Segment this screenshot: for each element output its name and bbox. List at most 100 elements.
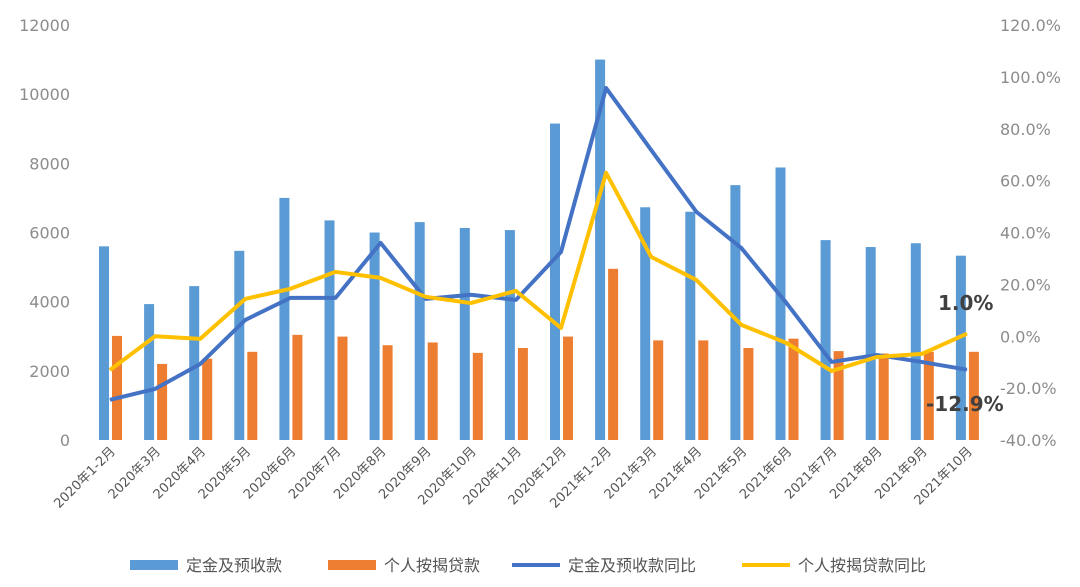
line-point — [695, 211, 697, 213]
right-tick-label: -20.0% — [1000, 379, 1057, 398]
bar-mortgage — [202, 358, 213, 440]
left-tick-label: 8000 — [29, 154, 70, 173]
legend-label: 定金及预收款 — [186, 556, 282, 575]
bar-mortgage — [472, 352, 483, 440]
bar-deposits — [595, 59, 606, 440]
bar-deposits — [955, 255, 966, 440]
left-tick-label: 0 — [60, 431, 70, 450]
bar-deposits — [550, 123, 560, 440]
bar-mortgage — [968, 351, 979, 440]
bar-mortgage — [427, 342, 438, 440]
bar-mortgage — [292, 334, 303, 440]
line-point — [515, 290, 517, 292]
line-point — [560, 327, 562, 329]
line-point — [425, 296, 427, 298]
right-tick-label: 120.0% — [1000, 16, 1061, 35]
line-point — [966, 369, 968, 371]
bar-mortgage — [157, 363, 168, 440]
bar-deposits — [504, 230, 515, 440]
bar-mortgage — [743, 348, 754, 440]
line-point — [695, 279, 697, 281]
right-tick-label: 0.0% — [1000, 327, 1041, 346]
legend-label: 个人按揭贷款同比 — [798, 556, 926, 575]
line-mortgage-yoy — [108, 170, 968, 374]
x-tick-label: 2020年1-2月 — [51, 444, 118, 511]
right-tick-label: 60.0% — [1000, 172, 1051, 191]
line-point — [831, 370, 833, 372]
data-label-mortgage-yoy: 1.0% — [938, 291, 993, 315]
line-point — [605, 87, 607, 89]
line-point — [921, 353, 923, 355]
right-tick-label: 100.0% — [1000, 68, 1061, 87]
line-point — [605, 172, 607, 174]
line-point — [380, 277, 382, 279]
right-tick-label: -40.0% — [1000, 431, 1057, 450]
bar-mortgage — [382, 345, 393, 440]
bar-deposits — [685, 211, 696, 440]
bar-mortgage — [833, 351, 844, 440]
line-point — [154, 335, 156, 337]
bar-deposits — [99, 246, 109, 440]
legend-label: 个人按揭贷款 — [384, 556, 480, 575]
bar-mortgage — [247, 351, 258, 440]
left-tick-label: 10000 — [19, 85, 70, 104]
line-point — [109, 369, 111, 371]
left-tick-label: 4000 — [29, 293, 70, 312]
bar-mortgage — [653, 340, 664, 440]
left-tick-label: 2000 — [29, 362, 70, 381]
bar-deposits — [775, 167, 786, 440]
bar-deposits — [324, 220, 335, 440]
line-point — [199, 363, 201, 365]
bar-deposits — [820, 240, 831, 440]
data-label-deposits-yoy: -12.9% — [926, 392, 1004, 416]
legend-swatch — [130, 560, 178, 570]
line-point — [244, 319, 246, 321]
legend-swatch — [328, 560, 376, 570]
bar-deposits — [189, 286, 200, 440]
bar-mortgage — [112, 335, 122, 440]
line-point — [831, 361, 833, 363]
line-point — [335, 271, 336, 273]
bar-deposits — [234, 250, 245, 440]
bar-mortgage — [788, 338, 799, 440]
bar-deposits — [414, 222, 425, 440]
left-tick-label: 6000 — [29, 224, 70, 243]
bar-deposits — [459, 228, 470, 440]
line-point — [740, 247, 742, 249]
bar-deposits — [910, 243, 921, 440]
line-point — [515, 299, 517, 301]
line-point — [650, 256, 652, 258]
line-point — [289, 297, 291, 299]
bar-mortgage — [608, 268, 619, 440]
right-tick-label: 40.0% — [1000, 224, 1051, 243]
legend-label: 定金及预收款同比 — [568, 556, 696, 575]
line-point — [244, 298, 246, 300]
line-point — [335, 297, 336, 299]
bar-mortgage — [923, 351, 934, 440]
line-point — [109, 399, 111, 401]
line-point — [786, 302, 787, 304]
right-tick-label: 20.0% — [1000, 275, 1051, 294]
line-point — [380, 242, 382, 244]
line-point — [966, 333, 968, 335]
line-point — [470, 302, 472, 304]
left-tick-label: 12000 — [19, 16, 70, 35]
line-point — [289, 288, 291, 290]
line-point — [470, 294, 472, 296]
line-point — [650, 149, 652, 151]
bar-deposits — [865, 247, 876, 440]
bar-deposits — [144, 304, 155, 440]
bar-mortgage — [698, 340, 709, 440]
line-point — [876, 356, 878, 358]
line-point — [560, 251, 562, 253]
right-tick-label: 80.0% — [1000, 120, 1051, 139]
line-point — [921, 361, 923, 363]
line-deposits-yoy — [109, 86, 968, 402]
bar-deposits — [279, 197, 290, 440]
bar-deposits — [369, 232, 380, 440]
bar-mortgage — [517, 348, 528, 440]
line-point — [199, 338, 201, 340]
bar-mortgage — [878, 353, 889, 440]
line-point — [786, 342, 787, 344]
